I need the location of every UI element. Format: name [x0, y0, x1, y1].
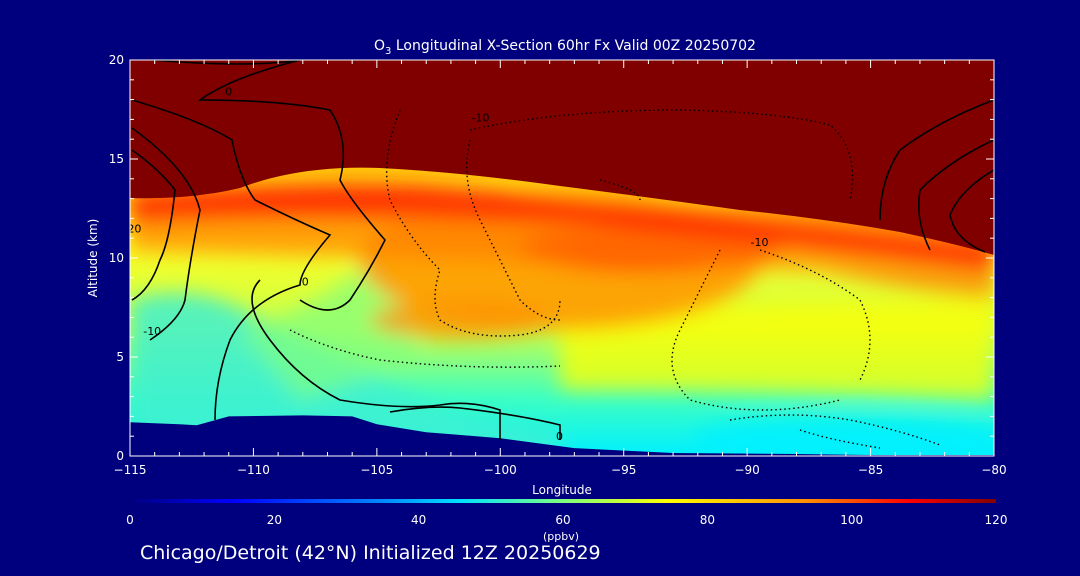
contour-dotted-7 — [729, 414, 941, 446]
x-tick-label: −90 — [734, 463, 759, 477]
contour-dotted-8 — [799, 429, 881, 449]
x-tick-label: −80 — [981, 463, 1006, 477]
contour-solid-east-1 — [879, 99, 994, 221]
x-axis-label: Longitude — [532, 483, 592, 497]
y-tick-label: 10 — [109, 251, 124, 265]
contour-label: -10 — [751, 236, 769, 249]
y-axis: 0 5 10 15 20 — [109, 53, 994, 463]
high-band-red — [130, 183, 994, 270]
contour-label: 0 — [225, 86, 232, 99]
contour-solid-6 — [389, 406, 561, 440]
x-tick-label: −95 — [611, 463, 636, 477]
contour-label: -10 — [995, 167, 1013, 180]
contour-solid-east-3 — [949, 169, 994, 253]
yellow-east-region — [560, 300, 994, 400]
colorbar-tick-label: 40 — [411, 513, 426, 527]
colorbar-tick-label: 120 — [985, 513, 1008, 527]
ozone-field: 0 -10 0 -10 -20 -10 0 -10 0 — [123, 60, 1013, 456]
green-middle-region — [240, 250, 420, 400]
colorbar-tick-label: 20 — [267, 513, 282, 527]
x-tick-label: −85 — [858, 463, 883, 477]
contour-solid-5 — [251, 279, 501, 440]
cyan-surface-east — [690, 418, 994, 456]
contour-dotted-9 — [599, 179, 641, 201]
contour-solid-3 — [131, 127, 201, 341]
title-subscript: 3 — [385, 46, 391, 57]
y-tick-label: 5 — [116, 350, 124, 364]
contour-dotted-3 — [386, 109, 561, 337]
x-tick-label: −110 — [237, 463, 270, 477]
colorbar-tick-label: 0 — [126, 513, 134, 527]
contour-solid-2 — [131, 99, 332, 421]
colorbar — [130, 499, 996, 503]
contour-label: 0 — [556, 430, 563, 443]
footer-caption: Chicago/Detroit (42°N) Initialized 12Z 2… — [140, 542, 601, 564]
contour-solid-4 — [131, 149, 176, 301]
y-tick-label: 0 — [116, 449, 124, 463]
x-tick-label: −100 — [484, 463, 517, 477]
title-prefix: O — [374, 38, 385, 54]
dotted-contours — [289, 109, 941, 449]
contour-dotted-6 — [289, 329, 561, 368]
contour-dotted-2 — [466, 139, 561, 321]
high-band-orange — [130, 190, 994, 300]
colorbar-tick-label: 80 — [700, 513, 715, 527]
contour-label: 0 — [302, 276, 309, 289]
colorbar-tick-label: 60 — [555, 513, 570, 527]
contour-label: -20 — [123, 222, 141, 235]
chart-title: O3 Longitudinal X-Section 60hr Fx Valid … — [374, 38, 756, 57]
y-tick-label: 20 — [109, 53, 124, 67]
orange-lower-lobe — [370, 302, 550, 338]
title-rest: Longitudinal X-Section 60hr Fx Valid 00Z… — [391, 38, 756, 54]
colorbar-unit: (ppbv) — [543, 530, 579, 543]
contour-label: -10 — [143, 325, 161, 338]
colorbar-ticks: 0 20 40 60 80 100 120 — [126, 513, 1007, 527]
contour-label: -10 — [472, 111, 490, 124]
x-tick-label: −105 — [360, 463, 393, 477]
colorbar-tick-label: 100 — [840, 513, 863, 527]
terrain — [130, 415, 994, 456]
contour-labels: 0 -10 0 -10 -20 -10 0 -10 0 — [123, 86, 1013, 444]
y-tick-label: 15 — [109, 152, 124, 166]
contour-solid-east-2 — [917, 139, 994, 251]
contour-label: 0 — [1003, 111, 1010, 124]
x-axis: −115 −110 −105 −100 −95 −90 −85 −80 — [114, 60, 1007, 477]
x-tick-label: −115 — [114, 463, 147, 477]
stratosphere-region — [130, 60, 994, 255]
y-axis-label: Altitude (km) — [86, 219, 100, 298]
